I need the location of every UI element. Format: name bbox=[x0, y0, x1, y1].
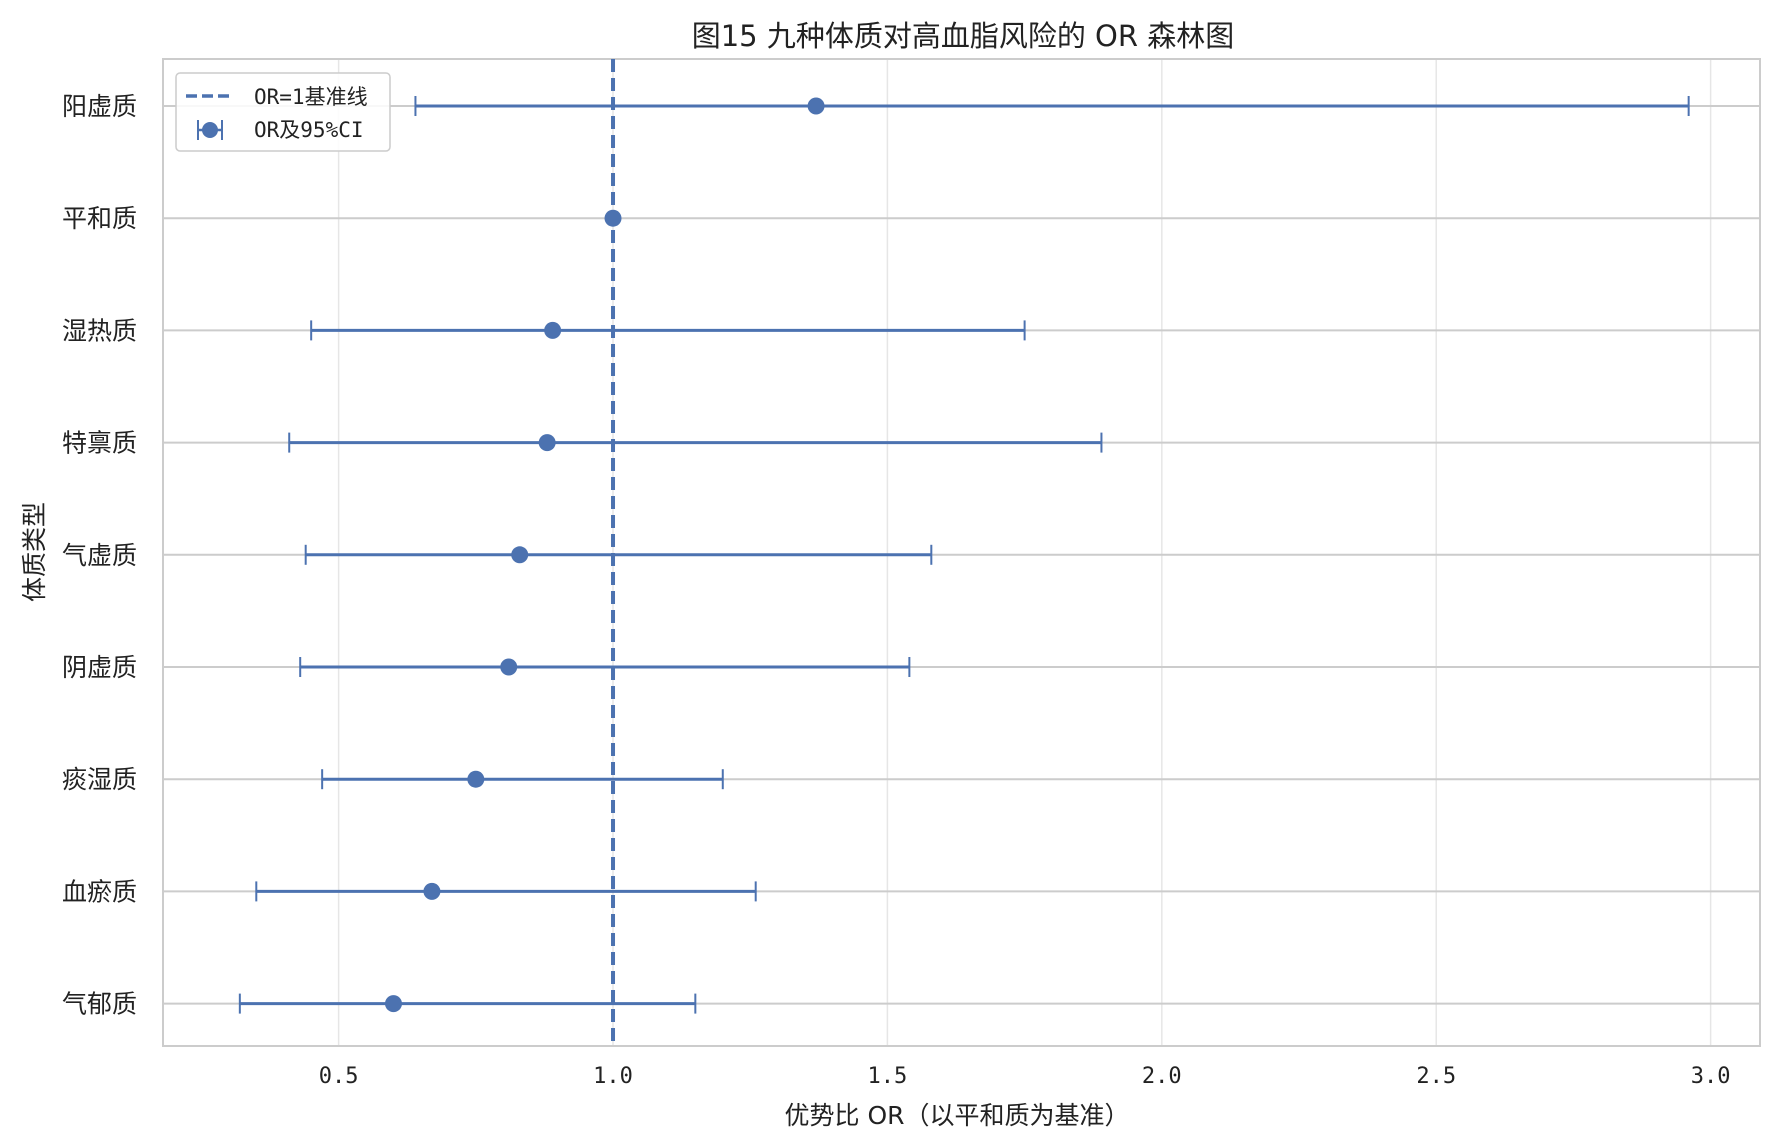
or-point bbox=[604, 209, 622, 227]
or-point bbox=[511, 546, 529, 564]
y-axis-label: 体质类型 bbox=[20, 502, 49, 602]
or-point bbox=[467, 770, 485, 788]
or-point bbox=[807, 97, 825, 115]
legend-label-or-ci: OR及95%CI bbox=[254, 118, 364, 142]
x-tick-label: 2.0 bbox=[1142, 1064, 1182, 1089]
legend-label-reference: OR=1基准线 bbox=[254, 85, 368, 109]
legend-box bbox=[175, 72, 391, 152]
x-axis-label: 优势比 OR（以平和质为基准） bbox=[785, 1101, 1130, 1130]
x-tick-label: 1.0 bbox=[593, 1064, 633, 1089]
y-tick-label: 湿热质 bbox=[62, 316, 137, 345]
legend: OR=1基准线 OR及95%CI bbox=[175, 72, 391, 152]
y-tick-label: 血瘀质 bbox=[62, 877, 137, 906]
y-tick-label: 特禀质 bbox=[62, 429, 137, 458]
y-tick-label: 阴虚质 bbox=[62, 653, 137, 682]
grid-layer bbox=[163, 59, 1760, 1046]
x-tick-label: 0.5 bbox=[319, 1064, 359, 1089]
chart-title: 图15 九种体质对高血脂风险的 OR 森林图 bbox=[692, 19, 1235, 53]
y-tick-label: 气虚质 bbox=[62, 541, 137, 570]
y-tick-label: 阳虚质 bbox=[62, 92, 137, 121]
marks-layer bbox=[238, 59, 1690, 1046]
or-point bbox=[500, 658, 518, 676]
plot-frame bbox=[162, 58, 1761, 1047]
or-point bbox=[544, 321, 562, 339]
y-tick-label: 平和质 bbox=[62, 204, 137, 233]
or-point bbox=[384, 995, 402, 1013]
y-tick-label: 痰湿质 bbox=[62, 765, 137, 794]
x-tick-label: 3.0 bbox=[1691, 1064, 1731, 1089]
x-tick-label: 2.5 bbox=[1416, 1064, 1456, 1089]
or-point bbox=[423, 882, 441, 900]
x-tick-label: 1.5 bbox=[868, 1064, 908, 1089]
y-tick-label: 气郁质 bbox=[62, 990, 137, 1019]
legend-point-swatch bbox=[202, 122, 218, 138]
x-tick-labels: 0.5 1.0 1.5 2.0 2.5 3.0 bbox=[319, 1064, 1731, 1089]
or-point bbox=[538, 434, 556, 452]
